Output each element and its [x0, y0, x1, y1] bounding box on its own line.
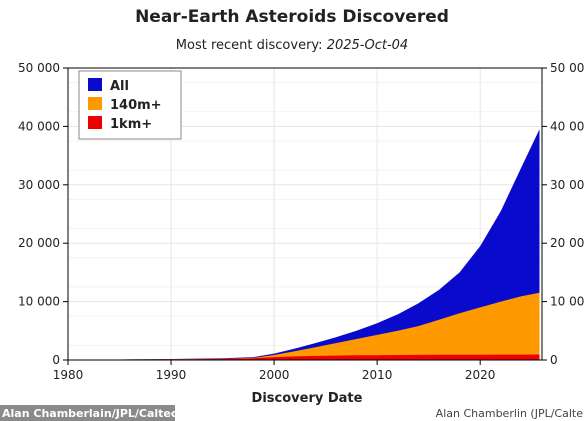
- y-tick-label-left: 40 000: [18, 119, 60, 133]
- plot-frame: [67, 67, 543, 361]
- x-tick-label: 1990: [156, 368, 187, 382]
- x-tick-label: 1980: [53, 368, 84, 382]
- x-tick-label: 2010: [362, 368, 393, 382]
- y-tick-label-right: 10 000: [550, 295, 585, 309]
- y-tick-label-right: 50 000: [550, 61, 585, 75]
- y-tick-label-left: 0: [52, 353, 60, 367]
- x-tick-label: 2020: [465, 368, 496, 382]
- legend-swatch-140m: [88, 97, 102, 110]
- area-series-140m: [68, 292, 540, 360]
- y-tick-label-left: 30 000: [18, 178, 60, 192]
- legend-label-140m: 140m+: [110, 98, 162, 113]
- y-tick-label-left: 20 000: [18, 236, 60, 250]
- y-tick-label-right: 20 000: [550, 236, 585, 250]
- chart-subtitle: Most recent discovery: 2025-Oct-04: [176, 38, 408, 53]
- y-tick-label-left: 10 000: [18, 295, 60, 309]
- x-axis-title: Discovery Date: [252, 391, 363, 406]
- legend: All 140m+ 1km+: [78, 70, 182, 140]
- subtitle-date: 2025-Oct-04: [327, 38, 409, 53]
- subtitle-prefix: Most recent discovery:: [176, 38, 327, 53]
- credit-bar: [0, 405, 175, 421]
- plot-areas: [68, 129, 540, 360]
- credit-right: Alan Chamberlin (JPL/Calte: [436, 407, 584, 420]
- x-tick-label: 2000: [259, 368, 290, 382]
- y-tick-label-right: 40 000: [550, 119, 585, 133]
- y-tick-label-right: 30 000: [550, 178, 585, 192]
- legend-label-1km: 1km+: [110, 117, 152, 132]
- legend-swatch-all: [88, 78, 102, 91]
- legend-swatch-1km: [88, 116, 102, 129]
- tick-labels: 0 0 10 000 10 000 20 000 20 000 30 000 30 000 40…: [18, 61, 585, 382]
- y-tick-label-left: 50 000: [18, 61, 60, 75]
- legend-label-all: All: [110, 79, 129, 94]
- chart-title: Near-Earth Asteroids Discovered: [135, 7, 449, 27]
- credit-left: Alan Chamberlain/JPL/Caltech: [2, 407, 185, 420]
- area-series-all: [68, 129, 540, 360]
- area-series-1km: [68, 354, 540, 360]
- y-tick-label-right: 0: [550, 353, 558, 367]
